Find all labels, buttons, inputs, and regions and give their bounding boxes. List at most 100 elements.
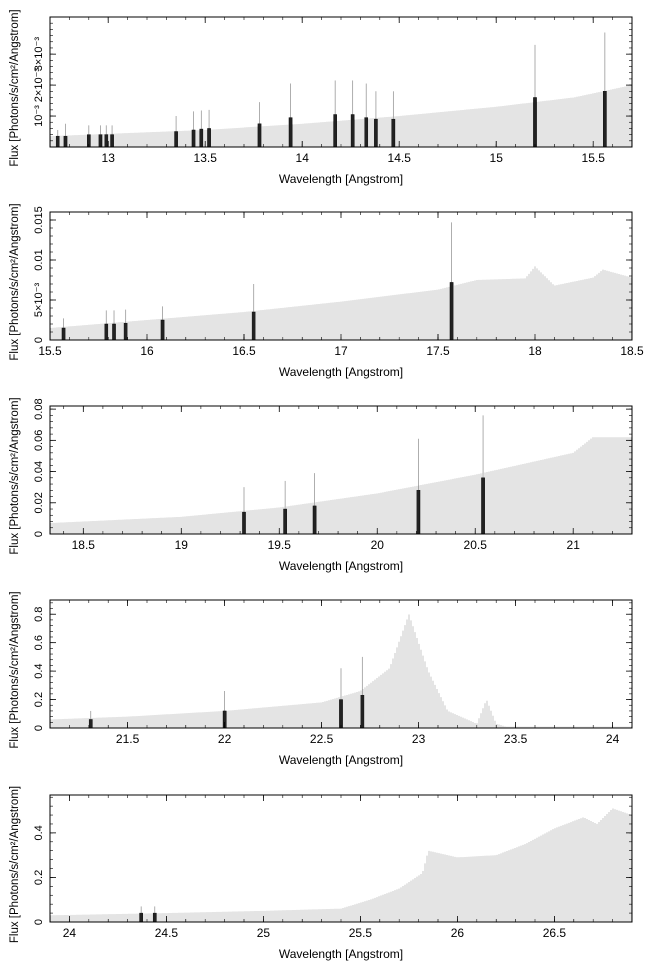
x-tick-label: 15.5 — [582, 151, 606, 165]
data-bar — [88, 719, 93, 729]
data-bar — [98, 134, 103, 148]
y-axis-label: Flux [Photons/s/cm²/Angstrom] — [9, 9, 21, 166]
x-tick-label: 21.5 — [116, 732, 140, 746]
x-tick-label: 25 — [257, 926, 271, 940]
data-bar — [339, 699, 343, 729]
x-tick-label: 26.5 — [543, 926, 567, 940]
x-axis-label: Wavelength [Angstrom] — [279, 559, 403, 573]
y-tick-label: 2×10⁻³ — [33, 68, 45, 103]
data-bar — [360, 695, 365, 729]
continuum-bars — [50, 437, 632, 534]
y-tick-label: 0 — [33, 919, 45, 925]
data-bar — [391, 118, 396, 148]
x-tick-label: 24.5 — [155, 926, 179, 940]
x-tick-label: 15 — [490, 151, 504, 165]
data-bar — [112, 323, 116, 341]
y-axis-label: Flux [Photons/s/cm²/Angstrom] — [9, 786, 21, 943]
y-axis-label: Flux [Photons/s/cm²/Angstrom] — [9, 203, 21, 360]
panel-1: 13 13.5 14 14.5 15 15.5 10⁻³ 2×10⁻³3×10⁻³ Wavele… — [9, 9, 633, 186]
y-tick-label: 0.04 — [33, 461, 45, 482]
y-tick-label: 0.01 — [33, 249, 45, 270]
x-tick-label: 24 — [606, 732, 620, 746]
data-bar — [55, 135, 60, 148]
x-tick-label: 14.5 — [388, 151, 412, 165]
data-bar — [288, 117, 293, 148]
x-tick-label: 21 — [567, 538, 581, 552]
x-tick-label: 17 — [334, 344, 348, 358]
x-tick-label: 20 — [371, 538, 385, 552]
x-tick-label: 16.5 — [232, 344, 256, 358]
x-tick-label: 17.5 — [426, 344, 450, 358]
x-tick-label: 13.5 — [194, 151, 218, 165]
x-tick-label: 15.5 — [38, 344, 62, 358]
y-tick-label: 0.2 — [33, 692, 45, 707]
data-bar — [104, 134, 109, 148]
data-bar — [61, 327, 66, 341]
x-tick-label: 23 — [412, 732, 426, 746]
data-bar — [333, 114, 337, 148]
line-bars — [61, 222, 454, 341]
x-tick-label: 14 — [296, 151, 310, 165]
data-bar — [350, 114, 355, 148]
plot-frame — [49, 405, 633, 535]
y-tick-label: 0 — [33, 725, 45, 731]
panel-4: 21.5 22 22.5 23 23.5 24 0 0.2 0.4 0.6 0.8 Wavelengt… — [9, 591, 633, 767]
data-bar — [312, 505, 317, 535]
x-tick-label: 19 — [175, 538, 189, 552]
y-tick-label: 0.08 — [33, 398, 45, 419]
y-tick-label: 0.02 — [33, 492, 45, 513]
y-tick-label: 0.6 — [33, 635, 45, 650]
x-tick-label: 20.5 — [464, 538, 488, 552]
x-tick-label: 19.5 — [268, 538, 292, 552]
data-bar — [283, 508, 287, 535]
x-axis-label: Wavelength [Angstrom] — [279, 947, 403, 961]
x-axis-label: Wavelength [Angstrom] — [279, 172, 403, 186]
data-bar — [449, 282, 454, 341]
x-axis-label: Wavelength [Angstrom] — [279, 365, 403, 379]
data-bar — [160, 319, 165, 341]
data-bar — [191, 129, 196, 148]
y-tick-label: 0.015 — [33, 206, 45, 234]
x-tick-label: 18.5 — [72, 538, 96, 552]
y-tick-label: 0.4 — [33, 825, 45, 840]
x-tick-label: 22 — [218, 732, 232, 746]
continuum-bars — [50, 85, 632, 147]
data-bar — [603, 91, 607, 148]
data-bar — [139, 912, 143, 923]
x-tick-label: 18 — [528, 344, 542, 358]
data-bar — [63, 135, 68, 148]
y-tick-label: 0.2 — [33, 870, 45, 885]
panel-5: 24 24.5 25 25.5 26 26.5 0 0.2 0.4 Wavelength [Ang… — [9, 786, 633, 961]
data-bar — [207, 128, 211, 148]
panel-2: 15.5 16 16.5 17 17.5 18 18.5 0 5×10⁻³ 0.01 0.015 Wa… — [9, 203, 644, 379]
data-bar — [257, 123, 262, 148]
data-bar — [123, 323, 128, 341]
data-bar — [104, 323, 109, 341]
data-bar — [416, 490, 421, 535]
data-bar — [251, 311, 256, 341]
y-tick-label: 10⁻³ — [33, 105, 45, 127]
x-axis-label: Wavelength [Angstrom] — [279, 753, 403, 767]
y-tick-label: 0 — [33, 531, 45, 537]
y-axis-label: Flux [Photons/s/cm²/Angstrom] — [9, 397, 21, 554]
y-tick-label: 5×10⁻³ — [33, 283, 45, 318]
x-tick-label: 24 — [63, 926, 77, 940]
y-tick-label: 3×10⁻³ — [33, 37, 45, 72]
y-tick-label: 0.06 — [33, 430, 45, 451]
continuum-bars — [50, 808, 632, 922]
x-tick-label: 25.5 — [349, 926, 373, 940]
x-tick-label: 13 — [102, 151, 116, 165]
x-tick-label: 26 — [451, 926, 465, 940]
x-tick-label: 16 — [140, 344, 154, 358]
y-tick-label: 0.8 — [33, 607, 45, 622]
line-bars — [139, 906, 157, 923]
line-bars — [55, 32, 607, 148]
data-bar — [110, 134, 114, 148]
panel-3: 18.5 19 19.5 20 20.5 21 0 0.02 0.04 0.06 0.08 Wavel… — [9, 397, 633, 573]
data-bar — [481, 477, 485, 535]
y-axis-label: Flux [Photons/s/cm²/Angstrom] — [9, 591, 21, 748]
data-bar — [152, 912, 157, 923]
y-tick-label: 0 — [33, 337, 45, 343]
